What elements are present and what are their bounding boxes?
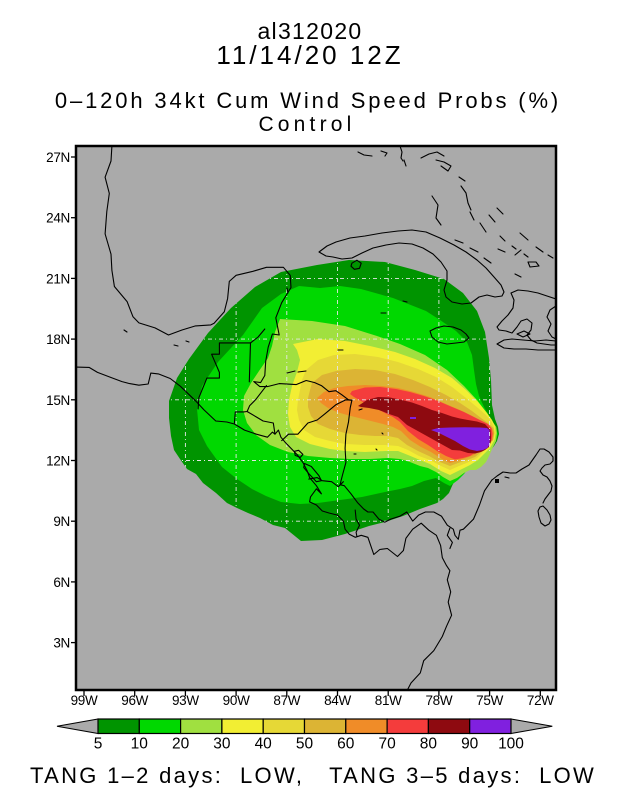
svg-text:96W: 96W <box>121 693 148 708</box>
svg-text:10: 10 <box>131 736 149 753</box>
svg-text:72W: 72W <box>527 693 554 708</box>
svg-text:30: 30 <box>213 736 231 753</box>
svg-text:50: 50 <box>296 736 314 753</box>
svg-text:27N: 27N <box>46 150 70 165</box>
svg-text:21N: 21N <box>46 271 70 286</box>
svg-text:84W: 84W <box>324 693 351 708</box>
svg-text:11/14/20 12Z: 11/14/20 12Z <box>216 40 403 70</box>
svg-text:93W: 93W <box>172 693 199 708</box>
svg-text:60: 60 <box>337 736 355 753</box>
svg-text:20: 20 <box>172 736 190 753</box>
svg-text:5: 5 <box>94 736 103 753</box>
svg-text:100: 100 <box>498 736 524 753</box>
svg-text:9N: 9N <box>53 514 70 529</box>
svg-text:90: 90 <box>461 736 479 753</box>
svg-text:70: 70 <box>378 736 396 753</box>
svg-text:0–120h 34kt Cum Wind Speed Pro: 0–120h 34kt Cum Wind Speed Probs (%) <box>55 88 561 113</box>
svg-text:87W: 87W <box>273 693 300 708</box>
svg-text:Control: Control <box>258 113 355 136</box>
svg-text:40: 40 <box>255 736 273 753</box>
svg-text:al312020: al312020 <box>257 18 362 44</box>
svg-text:80: 80 <box>420 736 438 753</box>
svg-text:TANG 1–2 days: LOW, TANG 3–: TANG 1–2 days: LOW, TANG 3–5 days: LOW <box>30 763 596 788</box>
svg-text:78W: 78W <box>425 693 452 708</box>
svg-text:75W: 75W <box>476 693 503 708</box>
svg-text:90W: 90W <box>223 693 250 708</box>
svg-text:24N: 24N <box>46 211 70 226</box>
svg-text:15N: 15N <box>46 393 70 408</box>
svg-text:18N: 18N <box>46 332 70 347</box>
svg-text:3N: 3N <box>53 636 70 651</box>
svg-text:81W: 81W <box>375 693 402 708</box>
svg-text:6N: 6N <box>53 575 70 590</box>
svg-text:12N: 12N <box>46 454 70 469</box>
svg-text:99W: 99W <box>71 693 98 708</box>
